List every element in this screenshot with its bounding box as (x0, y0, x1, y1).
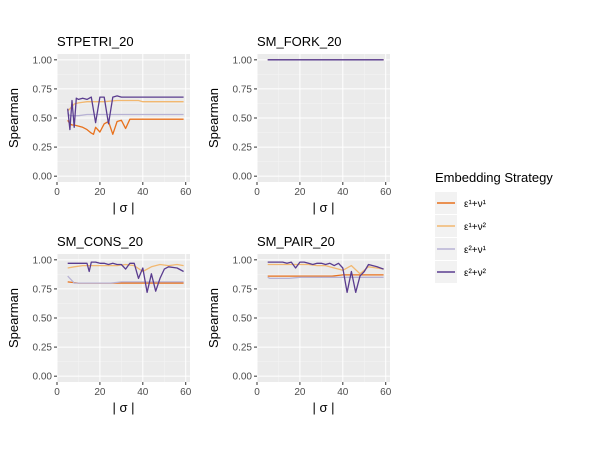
panel-title: SM_FORK_20 (257, 34, 342, 49)
y-tick-label: 0.25 (33, 143, 53, 154)
x-axis-label: | σ | (312, 400, 334, 415)
x-tick-label: 60 (180, 187, 192, 198)
y-tick-label: 0.25 (33, 343, 53, 354)
y-axis-label: Spearman (6, 88, 21, 148)
panel-stpetri-20: 0.00 0.25 0.50 0.75 1.00 0 20 40 60 STPETRI_20 | σ… (6, 34, 192, 215)
x-tick-label: 20 (94, 187, 106, 198)
series-line-3 (67, 112, 184, 117)
legend-item: ε¹+ν² (435, 215, 487, 237)
series-line-2 (67, 263, 184, 273)
x-tick-label: 20 (94, 387, 106, 398)
x-tick-label: 60 (380, 187, 392, 198)
series-line-4 (267, 261, 384, 294)
series-line-1 (67, 118, 184, 135)
legend-title: Embedding Strategy (435, 170, 553, 185)
x-tick-label: 40 (337, 387, 349, 398)
series-line-4 (67, 261, 184, 294)
series-line-3 (67, 275, 184, 284)
x-axis-label: | σ | (312, 200, 334, 215)
x-tick-label: 60 (180, 387, 192, 398)
panel-title: STPETRI_20 (57, 34, 134, 49)
y-tick-label: 0.50 (33, 114, 53, 125)
x-tick-label: 0 (54, 187, 60, 198)
series-line-3 (267, 276, 384, 280)
x-axis-label: | σ | (112, 400, 134, 415)
series-line-4 (67, 95, 184, 131)
y-tick-label: 0.25 (233, 143, 253, 154)
y-axis-label: Spearman (206, 88, 221, 148)
x-tick-label: 40 (137, 387, 149, 398)
y-tick-label: 0.50 (233, 314, 253, 325)
y-axis-label: Spearman (6, 288, 21, 348)
y-tick-label: 0.50 (33, 314, 53, 325)
y-tick-label: 1.00 (233, 255, 253, 266)
x-tick-label: 0 (54, 387, 60, 398)
panel-sm-fork-20: 0.00 0.25 0.50 0.75 1.00 0 20 40 60 SM_FORK_20 | σ… (206, 34, 392, 215)
legend-label: ε²+ν² (464, 268, 487, 279)
y-tick-label: 0.00 (33, 372, 53, 383)
series-line-2 (67, 99, 184, 112)
legend-item: ε¹+ν¹ (435, 192, 487, 214)
panel-sm-pair-20: 0.00 0.25 0.50 0.75 1.00 0 20 40 60 SM_PAIR_20 | σ… (206, 234, 392, 415)
y-tick-label: 1.00 (33, 255, 53, 266)
y-tick-label: 0.75 (33, 84, 53, 95)
y-tick-label: 0.50 (233, 114, 253, 125)
series-line-1 (267, 274, 384, 277)
legend-label: ε²+ν¹ (464, 245, 487, 256)
x-tick-label: 0 (254, 187, 260, 198)
x-tick-label: 40 (137, 187, 149, 198)
x-axis-label: | σ | (112, 200, 134, 215)
y-tick-label: 0.75 (33, 284, 53, 295)
y-tick-label: 0.00 (233, 172, 253, 183)
legend-item: ε²+ν² (435, 261, 487, 283)
x-tick-label: 20 (294, 187, 306, 198)
x-tick-label: 40 (337, 187, 349, 198)
y-tick-label: 1.00 (33, 55, 53, 66)
y-tick-label: 0.75 (233, 84, 253, 95)
y-tick-label: 0.00 (33, 172, 53, 183)
y-axis-label: Spearman (206, 288, 221, 348)
legend-label: ε¹+ν¹ (464, 199, 487, 210)
x-tick-label: 20 (294, 387, 306, 398)
panel-sm-cons-20: 0.00 0.25 0.50 0.75 1.00 0 20 40 60 SM_CONS_20 | σ… (6, 234, 192, 415)
y-tick-label: 0.00 (233, 372, 253, 383)
y-tick-label: 1.00 (233, 55, 253, 66)
legend: Embedding Strategy ε¹+ν¹ ε¹+ν² ε²+ν¹ ε²+ν² (435, 170, 553, 283)
legend-item: ε²+ν¹ (435, 238, 487, 260)
legend-label: ε¹+ν² (464, 222, 487, 233)
panel-title: SM_CONS_20 (57, 234, 143, 249)
x-tick-label: 60 (380, 387, 392, 398)
panel-title: SM_PAIR_20 (257, 234, 335, 249)
y-tick-label: 0.25 (233, 343, 253, 354)
x-tick-label: 0 (254, 387, 260, 398)
y-tick-label: 0.75 (233, 284, 253, 295)
